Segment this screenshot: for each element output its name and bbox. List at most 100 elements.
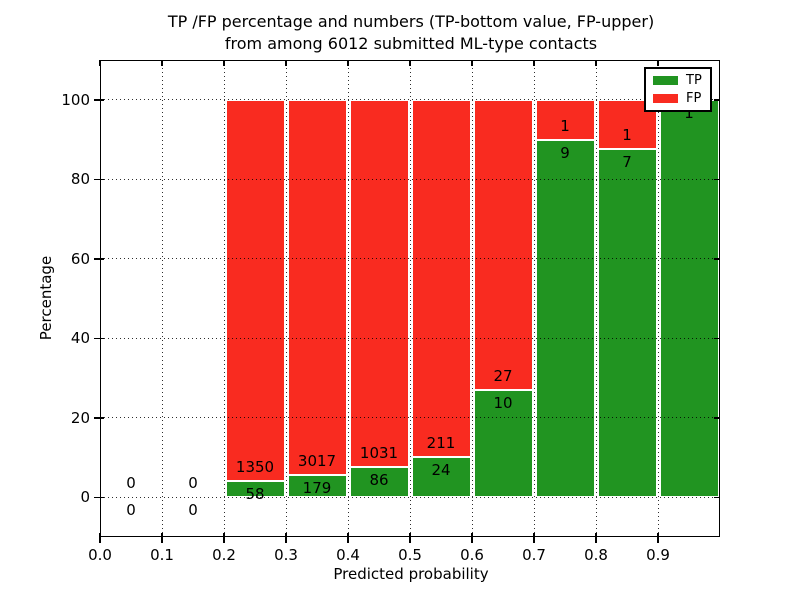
bar-tp-segment	[349, 466, 409, 498]
x-tick-top	[595, 60, 597, 66]
x-tick-label: 0.4	[336, 546, 360, 564]
legend-label: TP	[686, 73, 702, 88]
fp-count-label: 1031	[359, 443, 399, 462]
bar-tp-segment	[411, 456, 471, 498]
x-tick-bottom	[595, 533, 597, 543]
y-tick-label: 20	[70, 408, 90, 427]
x-tick-top	[533, 60, 535, 66]
tp-count-label: 0	[126, 501, 136, 520]
x-tick-label: 0.0	[88, 546, 112, 564]
x-tick-top	[161, 60, 163, 66]
y-tick-right	[714, 496, 720, 498]
x-tick-label: 0.3	[274, 546, 298, 564]
gridline-vertical	[471, 60, 473, 537]
bar-fp-segment	[349, 99, 409, 467]
legend-label: FP	[686, 91, 702, 106]
y-tick-label: 40	[70, 329, 90, 348]
legend-row: TP	[653, 74, 702, 87]
gridline-vertical	[657, 60, 659, 537]
x-tick-bottom	[285, 533, 287, 543]
y-tick-left	[94, 417, 104, 419]
y-tick-left	[94, 337, 104, 339]
y-tick-right	[714, 178, 720, 180]
fp-count-label: 0	[188, 474, 198, 493]
x-tick-bottom	[409, 533, 411, 543]
x-tick-label: 0.8	[584, 546, 608, 564]
y-tick-right	[714, 258, 720, 260]
x-tick-top	[347, 60, 349, 66]
legend: TP FP	[644, 67, 712, 112]
x-tick-top	[99, 60, 101, 66]
legend-swatch-tp	[653, 76, 678, 85]
y-tick-left	[94, 258, 104, 260]
fp-count-label: 1350	[235, 457, 275, 476]
chart-title-line1: TP /FP percentage and numbers (TP-bottom…	[167, 12, 655, 31]
bar-fp-segment	[473, 99, 533, 390]
tp-count-label: 7	[622, 153, 632, 172]
x-tick-top	[471, 60, 473, 66]
y-tick-left	[94, 178, 104, 180]
y-axis-label: Percentage	[37, 255, 55, 341]
tp-count-label: 24	[431, 460, 451, 479]
x-tick-bottom	[347, 533, 349, 543]
x-axis-label: Predicted probability	[333, 565, 489, 583]
fp-count-label: 211	[426, 433, 456, 452]
legend-row: FP	[653, 92, 702, 105]
gridline-vertical	[161, 60, 163, 537]
chart-title: TP /FP percentage and numbers (TP-bottom…	[100, 11, 722, 55]
y-tick-left	[94, 496, 104, 498]
gridline-vertical	[223, 60, 225, 537]
x-tick-top	[223, 60, 225, 66]
x-tick-label: 0.7	[522, 546, 546, 564]
bar-fp-segment	[411, 99, 471, 457]
y-tick-label: 0	[80, 488, 90, 507]
y-tick-label: 60	[70, 249, 90, 268]
tp-count-label: 179	[302, 478, 332, 497]
gridline-vertical	[347, 60, 349, 537]
bar-tp-segment	[597, 149, 657, 498]
x-tick-label: 0.9	[646, 546, 670, 564]
gridline-vertical	[533, 60, 535, 537]
legend-swatch-fp	[653, 94, 678, 103]
y-tick-right	[714, 417, 720, 419]
fp-count-label: 1	[560, 116, 570, 135]
bar-tp-segment	[535, 139, 595, 498]
tp-count-label: 10	[493, 393, 513, 412]
gridline-vertical	[595, 60, 597, 537]
plot-area: TP FP 0.0 0.1 0.2 0.3 0.4 0.5 0.6 0.7 0.8 0.9 0 20 40…	[61, 60, 720, 564]
y-tick-right	[714, 337, 720, 339]
fp-count-label: 27	[493, 366, 513, 385]
bar-tp-segment	[225, 480, 285, 498]
tp-count-label: 0	[188, 501, 198, 520]
bar-tp-segment	[659, 99, 719, 498]
x-tick-bottom	[471, 533, 473, 543]
y-tick-label: 100	[61, 90, 90, 109]
tp-count-label: 58	[245, 484, 265, 503]
x-tick-top	[657, 60, 659, 66]
x-tick-top	[285, 60, 287, 66]
tp-count-label: 86	[369, 470, 389, 489]
bar-tp-segment	[287, 474, 347, 498]
bar-tp-segment	[473, 389, 533, 498]
tp-count-label: 1	[684, 103, 694, 122]
fp-count-label: 3017	[297, 451, 337, 470]
tp-count-label: 9	[560, 143, 570, 162]
x-tick-label: 0.6	[460, 546, 484, 564]
x-tick-label: 0.5	[398, 546, 422, 564]
y-tick-label: 80	[70, 170, 90, 189]
y-tick-right	[714, 99, 720, 101]
bar-fp-segment	[535, 99, 595, 140]
gridline-vertical	[409, 60, 411, 537]
chart-title-line2: from among 6012 submitted ML-type contac…	[224, 34, 598, 53]
fp-count-label: 1	[622, 126, 632, 145]
x-tick-bottom	[657, 533, 659, 543]
y-tick-left	[94, 99, 104, 101]
x-tick-bottom	[223, 533, 225, 543]
x-tick-bottom	[533, 533, 535, 543]
fp-count-label: 0	[126, 474, 136, 493]
x-tick-label: 0.1	[150, 546, 174, 564]
bar-fp-segment	[225, 99, 285, 481]
x-tick-label: 0.2	[212, 546, 236, 564]
x-tick-bottom	[99, 533, 101, 543]
